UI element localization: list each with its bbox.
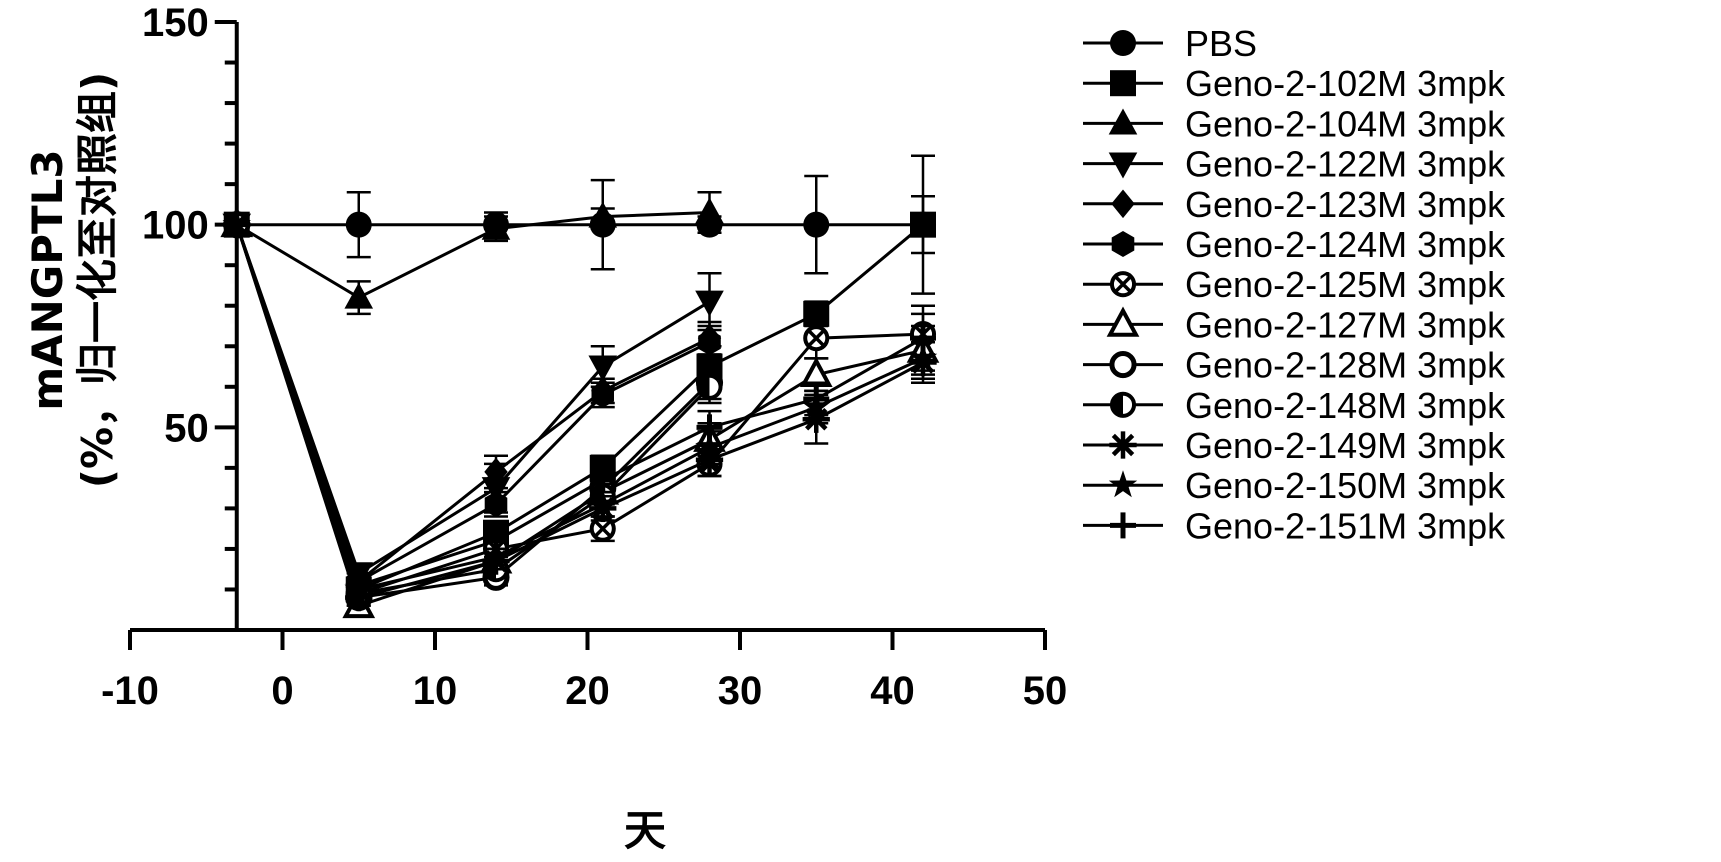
x-tick-label: 20 [565,669,610,713]
legend-marker [1110,70,1136,96]
legend-marker [1109,108,1138,134]
legend-label: Geno-2-123M 3mpk [1185,184,1506,225]
series-line [237,225,710,574]
legend-label: Geno-2-124M 3mpk [1185,224,1506,265]
legend-marker [1110,311,1136,335]
legend-label: Geno-2-150M 3mpk [1185,465,1506,506]
y-tick-label: 100 [142,204,209,248]
data-point [344,283,373,309]
y-tick-label: 150 [142,1,209,45]
legend-marker [1111,190,1134,219]
legend-item-8: Geno-2-127M 3mpk [1083,304,1506,345]
series-layer [222,156,937,616]
legend-marker [1109,431,1136,458]
series-line [237,225,710,582]
data-point [803,212,829,238]
legend-marker [1112,354,1134,376]
legend-item-13: Geno-2-151M 3mpk [1083,505,1506,546]
legend-marker [1112,394,1134,416]
legend-label: Geno-2-149M 3mpk [1185,425,1506,466]
legend-label: Geno-2-127M 3mpk [1185,304,1506,345]
legend-item-10: Geno-2-148M 3mpk [1083,385,1506,426]
legend-item-4: Geno-2-122M 3mpk [1083,144,1506,185]
data-point [695,198,724,224]
legend-label: Geno-2-125M 3mpk [1185,264,1506,305]
series-line [237,225,710,594]
data-point [346,212,372,238]
legend-item-9: Geno-2-128M 3mpk [1083,345,1506,386]
data-point [695,291,724,317]
legend-label: Geno-2-151M 3mpk [1185,505,1506,546]
x-tick-label: 50 [1023,669,1068,713]
series-13 [224,212,936,599]
data-point [698,376,720,398]
y-axis-title-line2: (%，归一化至对照组) [73,72,122,488]
legend-item-12: Geno-2-150M 3mpk [1083,465,1506,506]
series-line [237,225,710,582]
legend: PBSGeno-2-102M 3mpkGeno-2-104M 3mpkGeno-… [1083,23,1506,546]
series-1 [224,156,936,294]
x-tick-label: 40 [870,669,915,713]
data-point [698,329,721,355]
legend-marker [1110,512,1136,538]
legend-item-6: Geno-2-124M 3mpk [1083,224,1506,265]
y-axis-title-line1: mANGPTL3 [23,149,72,410]
legend-marker [1112,273,1134,295]
legend-item-11: Geno-2-149M 3mpk [1083,425,1506,466]
data-point [910,212,936,238]
series-11 [223,211,937,611]
series-3 [222,192,723,314]
legend-item-5: Geno-2-123M 3mpk [1083,184,1506,225]
legend-marker [1109,153,1138,179]
legend-label: Geno-2-104M 3mpk [1185,103,1506,144]
legend-item-7: Geno-2-125M 3mpk [1083,264,1506,305]
x-axis-title: 天 [624,806,666,855]
legend-item-2: Geno-2-102M 3mpk [1083,63,1506,104]
legend-label: Geno-2-128M 3mpk [1185,345,1506,386]
x-tick-label: 0 [271,669,293,713]
y-tick-label: 50 [164,406,209,450]
legend-label: Geno-2-102M 3mpk [1185,63,1506,104]
legend-item-3: Geno-2-104M 3mpk [1083,103,1506,144]
legend-item-1: PBS [1083,23,1257,64]
x-tick-label: 10 [413,669,458,713]
data-point [588,202,617,228]
legend-label: Geno-2-122M 3mpk [1185,144,1506,185]
data-point [805,327,827,349]
legend-label: Geno-2-148M 3mpk [1185,385,1506,426]
series-12 [223,210,938,602]
data-point [697,414,723,440]
legend-label: PBS [1185,23,1257,64]
x-tick-label: 30 [718,669,763,713]
x-tick-label: -10 [101,669,159,713]
legend-marker [1110,30,1136,56]
legend-marker [1112,231,1135,257]
